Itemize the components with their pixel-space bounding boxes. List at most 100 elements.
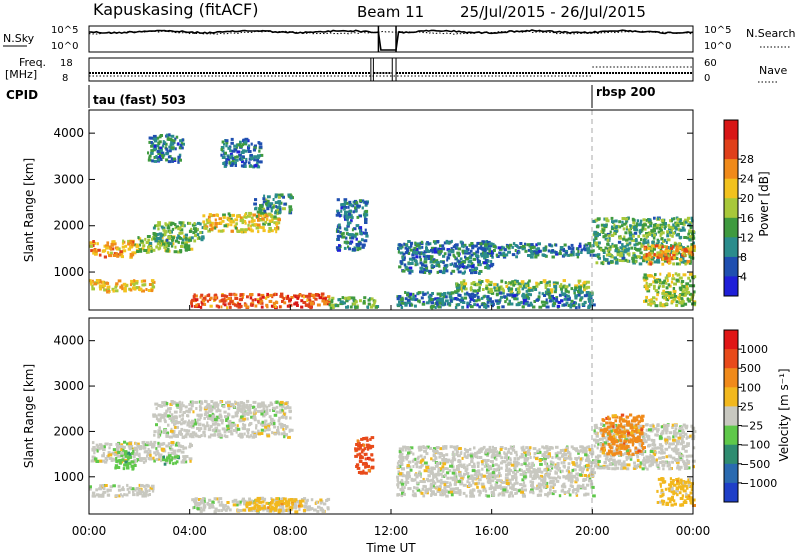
heatmap-cell [408,271,412,275]
heatmap-cell [520,281,525,285]
heatmap-cell [406,465,409,469]
heatmap-cell [226,157,231,161]
heatmap-cell [480,244,483,248]
heatmap-cell [129,444,134,448]
heatmap-cell [499,295,504,299]
heatmap-cell [199,509,203,513]
heatmap-cell [234,426,239,430]
heatmap-cell [110,242,114,246]
heatmap-cell [352,227,357,231]
heatmap-cell [515,288,518,292]
heatmap-cell [253,164,258,168]
heatmap-cell [419,241,422,245]
heatmap-cell [618,225,622,229]
heatmap-cell [190,404,194,408]
heatmap-cell [422,477,425,481]
heatmap-cell [235,503,239,507]
heatmap-cell [114,451,119,455]
heatmap-cell [103,288,106,292]
heatmap-cell [461,263,464,266]
heatmap-cell [410,242,413,246]
heatmap-cell [199,408,202,412]
heatmap-cell [470,242,474,245]
heatmap-cell [476,485,479,489]
heatmap-cell [166,137,170,141]
heatmap-cell [214,218,217,222]
heatmap-cell [168,133,171,137]
heatmap-cell [467,477,470,481]
heatmap-cell [406,247,409,251]
heatmap-cell [186,414,189,418]
heatmap-cell [672,294,676,298]
heatmap-cell [242,508,246,512]
heatmap-cell [613,244,617,248]
heatmap-cell [158,237,162,240]
heatmap-cell [682,273,687,277]
heatmap-cell [278,432,281,436]
heatmap-cell [223,142,226,146]
heatmap-cell [238,509,243,512]
heatmap-cell [412,295,416,299]
heatmap-cell [678,251,681,255]
heatmap-cell [648,283,653,287]
heatmap-cell [455,487,459,491]
heatmap-cell [446,256,450,260]
heatmap-cell [150,249,153,253]
heatmap-cell [148,489,151,492]
heatmap-cell [163,414,167,418]
heatmap-cell [139,458,143,462]
heatmap-cell [564,289,568,293]
heatmap-cell [150,279,155,283]
heatmap-cell [451,459,454,463]
heatmap-cell [323,302,327,306]
heatmap-cell [626,259,629,263]
heatmap-cell [678,242,682,246]
heatmap-cell [525,293,529,297]
heatmap-cell [138,483,141,487]
heatmap-cell [610,227,615,231]
heatmap-cell [499,253,504,257]
heatmap-cell [258,225,262,229]
heatmap-cell [647,225,650,229]
heatmap-cell [475,250,480,254]
heatmap-cell [199,506,203,510]
heatmap-cell [544,283,549,287]
heatmap-cell [502,246,506,250]
heatmap-cell [678,262,681,266]
heatmap-cell [234,400,237,404]
heatmap-cell [457,247,462,251]
heatmap-cell [251,405,256,409]
heatmap-cell [127,242,131,246]
heatmap-cell [179,404,182,408]
heatmap-cell [650,298,653,302]
heatmap-cell [92,446,96,449]
heatmap-cell [234,226,238,230]
heatmap-cell [417,291,422,295]
heatmap-cell [185,409,189,413]
heatmap-cell [104,457,108,460]
heatmap-cell [128,486,132,490]
heatmap-cell [587,242,592,245]
heatmap-cell [197,498,202,501]
heatmap-cell [469,476,473,480]
heatmap-cell [289,416,292,420]
heatmap-cell [365,201,369,205]
heatmap-cell [179,432,183,436]
heatmap-cell [262,407,265,411]
heatmap-cell [275,205,278,209]
heatmap-cell [290,428,294,432]
heatmap-cell [155,414,158,418]
freq-panel: Freq. [MHz] 18 8 60 0 Nave [5,56,787,84]
heatmap-cell [499,285,503,289]
heatmap-cell [259,422,263,426]
heatmap-cell [323,502,327,506]
heatmap-cell [486,468,490,472]
heatmap-cell [231,213,235,217]
heatmap-cell [217,435,220,438]
heatmap-cell [161,415,165,419]
heatmap-cell [348,210,351,214]
heatmap-cell [278,402,283,406]
heatmap-cell [649,303,653,307]
heatmap-cell [168,416,172,420]
heatmap-cell [94,457,98,461]
